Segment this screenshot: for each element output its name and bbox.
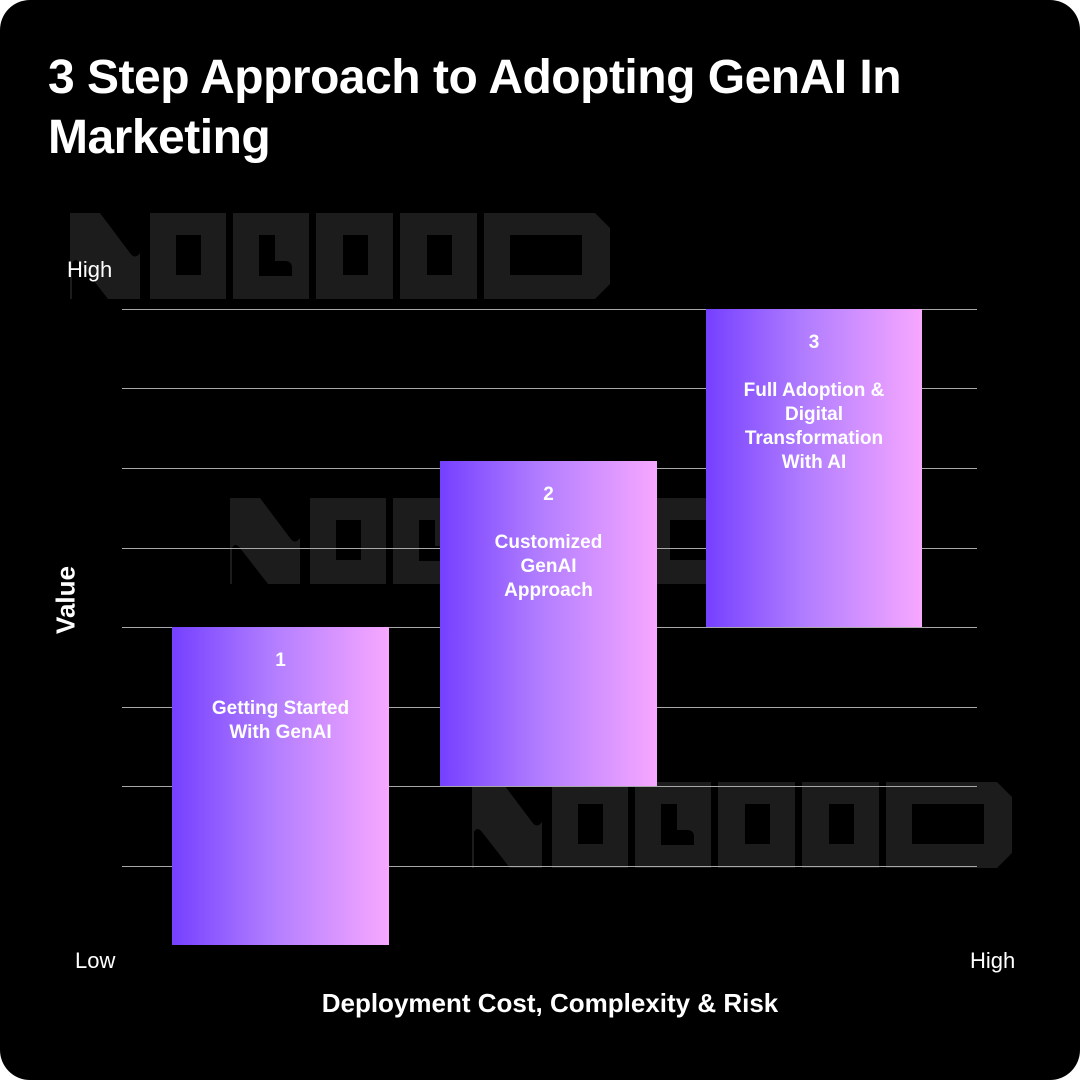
x-axis-high-label: High [970,948,1016,973]
y-axis-title: Value [50,566,81,634]
gridline [122,388,977,389]
step-number: 3 [808,332,820,353]
step-label: Full Adoption & Digital Transformation W… [743,380,885,473]
step-label: Getting Started With GenAI [211,698,350,743]
gridline [122,309,977,310]
y-axis-high-label: High [67,257,113,282]
step-number: 2 [543,484,554,505]
gridline [122,866,977,867]
nogood-logo-icon [472,782,1012,868]
step-number: 1 [275,650,286,671]
x-axis-low-label: Low [75,948,116,973]
x-axis-title: Deployment Cost, Complexity & Risk [321,988,779,1018]
step-bar-1: 1 Getting Started With GenAI [172,627,389,945]
nogood-logo-icon [70,213,610,299]
watermark-logo-bottom [472,782,1012,868]
chart-title: 3 Step Approach to Adopting GenAI In Mar… [48,51,902,164]
step-label: Customized GenAI Approach [494,532,603,601]
watermark-logo-top [70,213,610,299]
step-bar-3: 3 Full Adoption & Digital Transformation… [706,309,922,627]
gridline [122,786,977,787]
step-bar-2: 2 Customized GenAI Approach [440,461,657,786]
